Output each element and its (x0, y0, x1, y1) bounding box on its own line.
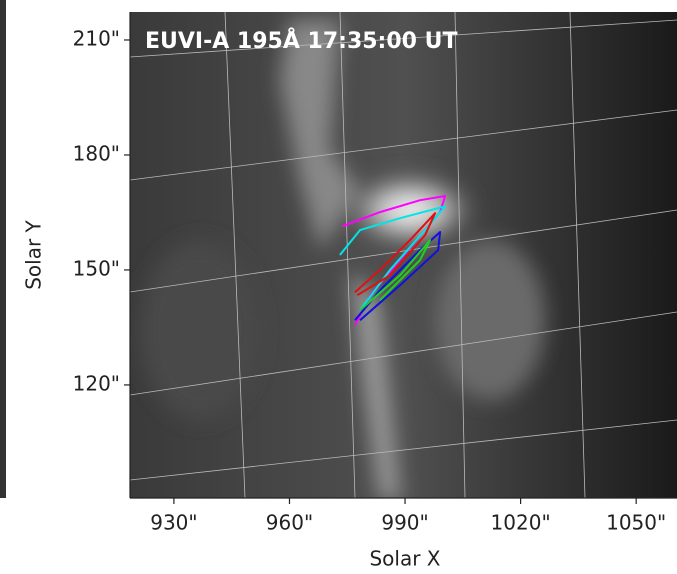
x-axis-label: Solar X (369, 547, 440, 571)
colorbar-edge (0, 0, 6, 498)
y-axis-label: Solar Y (22, 219, 46, 289)
y-tick-label: 150" (73, 256, 120, 280)
chart: EUVI-A 195Å 17:35:00 UT Solar X Solar Y … (0, 0, 677, 574)
y-tick-label: 120" (73, 371, 120, 395)
x-tick-label: 990" (381, 511, 428, 535)
y-tick-label: 180" (73, 141, 120, 165)
x-tick-label: 930" (150, 511, 197, 535)
x-tick-label: 960" (266, 511, 313, 535)
annotation: EUVI-A 195Å 17:35:00 UT (145, 28, 458, 54)
x-tick-label: 1020" (491, 511, 551, 535)
y-tick-label: 210" (73, 26, 120, 50)
x-tick-label: 1050" (606, 511, 666, 535)
